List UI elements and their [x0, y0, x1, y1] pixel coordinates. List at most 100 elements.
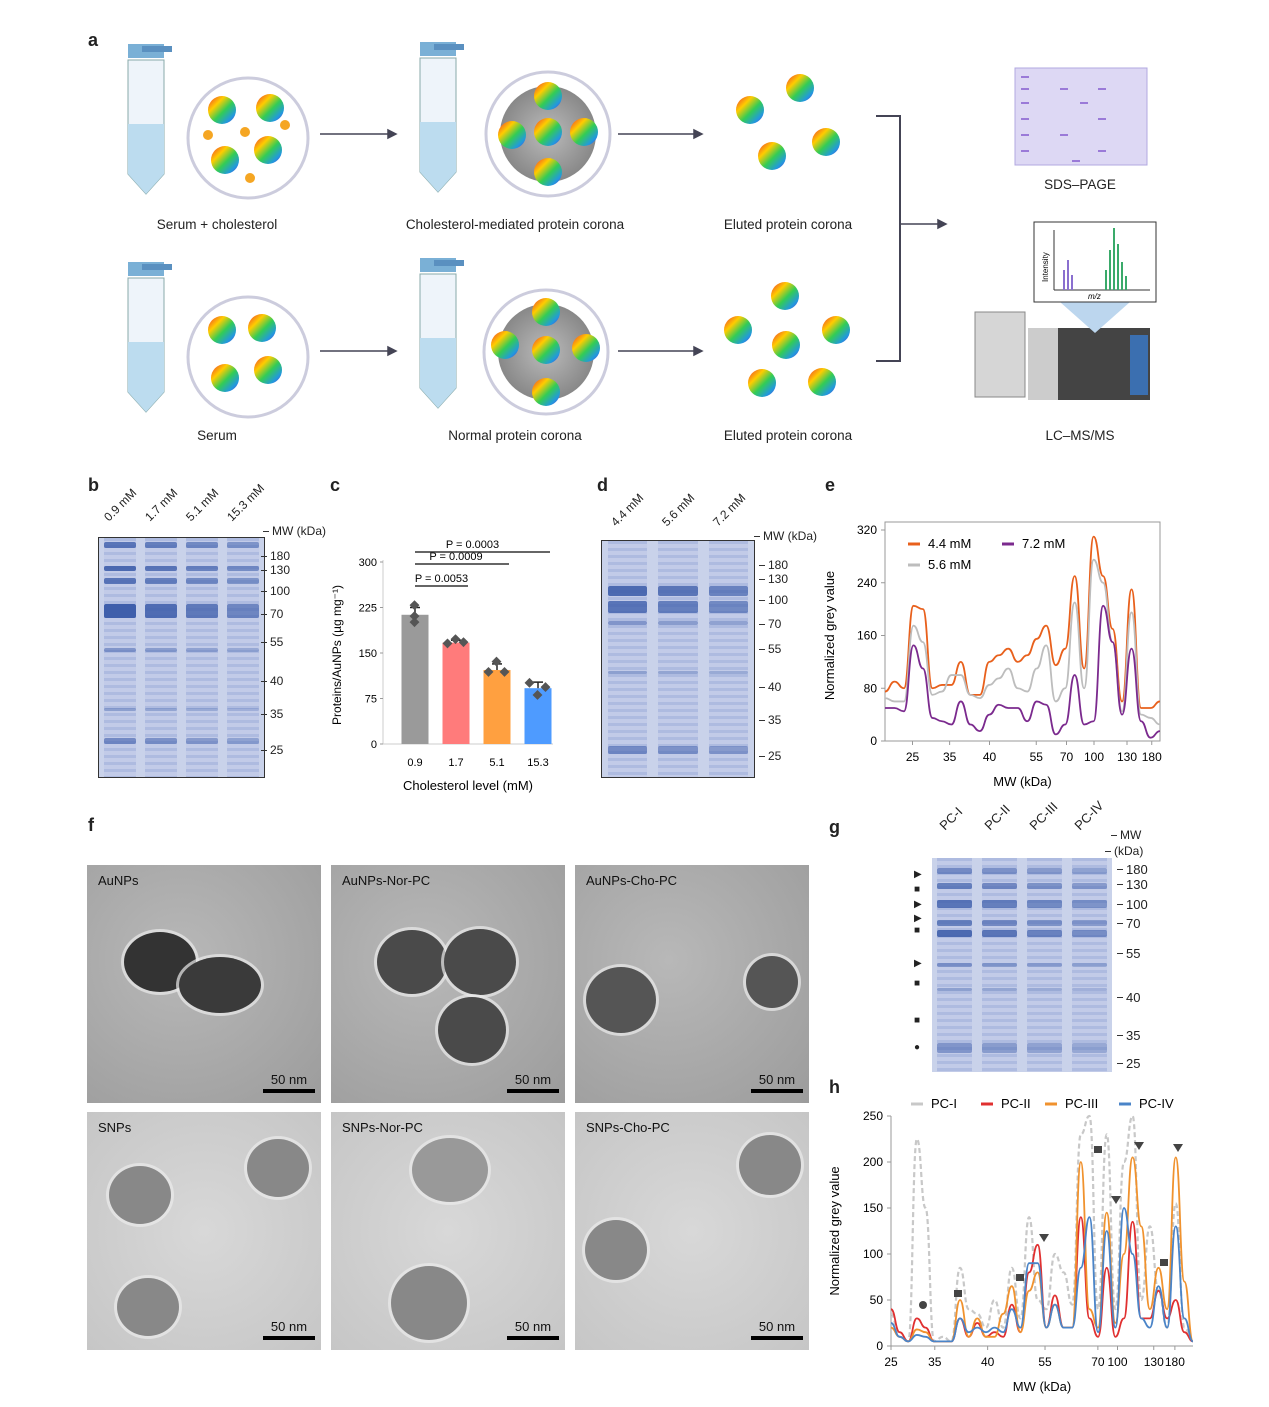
legend-label: PC-I	[931, 1096, 957, 1111]
x-tick-label: 1.7	[448, 757, 463, 769]
gel-band	[936, 868, 973, 874]
y-tick-label: 0	[870, 734, 877, 748]
mw-marker: 55	[758, 642, 782, 656]
square-icon	[1094, 1146, 1102, 1153]
y-tick-label: 80	[864, 681, 878, 695]
y-tick-label: 150	[359, 648, 377, 660]
gel-band	[936, 900, 973, 908]
tube-serum	[127, 261, 173, 413]
gel-band	[658, 601, 698, 613]
mw-marker: 70	[1116, 916, 1141, 931]
x-tick-label: 55	[1030, 750, 1044, 764]
x-axis-title: MW (kDa)	[1013, 1379, 1072, 1394]
tem-image-snps-cho-pc: SNPs-Cho-PC 50 nm	[575, 1112, 809, 1350]
lane-label: 4.4 mM	[608, 490, 647, 529]
lane-label: 5.1 mM	[183, 485, 222, 524]
workflow-schematic: Intensity m/z	[127, 41, 1157, 419]
nanoparticle	[444, 929, 516, 995]
triangle-right-icon: ▶	[914, 869, 922, 880]
svg-text:Intensity: Intensity	[1041, 252, 1050, 282]
scale-bar-line	[263, 1089, 315, 1093]
caption-chol-corona: Cholesterol-mediated protein corona	[405, 217, 625, 232]
legend-label: PC-IV	[1139, 1096, 1174, 1111]
mw-marker: 35	[260, 707, 284, 721]
scale-bar: 50 nm	[507, 1319, 559, 1340]
gel-band	[144, 566, 177, 571]
y-tick-label: 50	[870, 1293, 884, 1307]
y-tick-label: 200	[863, 1155, 883, 1169]
nanoparticle	[746, 956, 798, 1008]
caption-eluted-top: Eluted protein corona	[723, 217, 853, 232]
x-tick-label: 40	[981, 1355, 995, 1369]
gel-band	[658, 586, 698, 596]
tem-label: AuNPs	[98, 873, 139, 888]
gel-lane	[981, 858, 1018, 1072]
gel-band	[981, 963, 1018, 967]
y-tick-label: 100	[863, 1247, 883, 1261]
mw-marker: 130	[758, 572, 789, 586]
gel-b	[98, 537, 265, 778]
y-tick-label: 225	[359, 603, 377, 615]
mw-marker: 70	[758, 617, 782, 631]
mw-marker: 35	[758, 713, 782, 727]
nanoparticle	[109, 1166, 171, 1224]
triangle-right-icon: ▶	[914, 899, 922, 910]
x-tick-label: 25	[906, 750, 920, 764]
nanoparticle	[739, 1135, 801, 1195]
y-tick-label: 75	[365, 694, 377, 706]
y-tick-label: 300	[359, 557, 377, 569]
mw-marker: 25	[1116, 1056, 1141, 1071]
gel-band	[1071, 1043, 1108, 1053]
gel-band	[936, 883, 973, 889]
triangle-right-icon: ▶	[914, 958, 922, 969]
gel-band	[186, 738, 219, 744]
data-point	[532, 690, 543, 700]
tem-label: SNPs-Cho-PC	[586, 1120, 670, 1135]
gel-d	[601, 540, 755, 778]
gel-band	[981, 900, 1018, 908]
mw-marker: 180	[1117, 862, 1148, 877]
tem-label: SNPs	[98, 1120, 132, 1135]
series-line-PC-IV	[890, 1207, 1194, 1343]
mw-unit-g: (kDa)	[1104, 844, 1144, 858]
mw-marker: 100	[758, 593, 789, 607]
tem-image-aunps-cho-pc: AuNPs-Cho-PC 50 nm	[575, 865, 809, 1103]
tube-normal-corona	[419, 257, 465, 409]
tem-image-snps-nor-pc: SNPs-Nor-PC 50 nm	[331, 1112, 565, 1350]
nanoparticle	[585, 1220, 647, 1280]
mw-marker: 55	[1116, 946, 1141, 961]
lane-label: PC-I	[935, 804, 965, 833]
legend-label: 7.2 mM	[1022, 536, 1065, 551]
square-icon: ■	[914, 1015, 921, 1026]
y-tick-label: 0	[876, 1339, 883, 1353]
nanoparticle	[391, 1266, 467, 1340]
gel-band	[607, 671, 648, 674]
gel-band	[103, 648, 136, 652]
gel-band	[708, 746, 749, 754]
gel-band	[1026, 868, 1063, 874]
nanoparticle	[247, 1139, 309, 1197]
x-tick-label: 55	[1038, 1355, 1052, 1369]
x-tick-label: 130	[1117, 750, 1137, 764]
triangle-down-icon	[1173, 1144, 1183, 1152]
bar-5.1	[483, 669, 511, 744]
tem-label: AuNPs-Cho-PC	[586, 873, 678, 888]
y-axis-title: Normalized grey value	[827, 1166, 842, 1295]
scale-bar: 50 nm	[751, 1072, 803, 1093]
caption-serum: Serum	[197, 428, 237, 443]
square-icon: ■	[914, 925, 921, 936]
gel-band	[708, 586, 749, 596]
x-tick-label: 35	[928, 1355, 942, 1369]
y-tick-label: 240	[857, 576, 877, 590]
gel-band	[1026, 988, 1063, 991]
gel-band	[658, 671, 698, 674]
gel-band	[1071, 930, 1108, 937]
lane-label: 7.2 mM	[709, 490, 748, 529]
scale-bar-label: 50 nm	[514, 1319, 552, 1334]
scale-bar-line	[751, 1336, 803, 1340]
gel-band	[227, 542, 260, 548]
gel-band	[708, 601, 749, 613]
gel-band	[227, 604, 260, 618]
panel-label-e: e	[825, 475, 836, 495]
